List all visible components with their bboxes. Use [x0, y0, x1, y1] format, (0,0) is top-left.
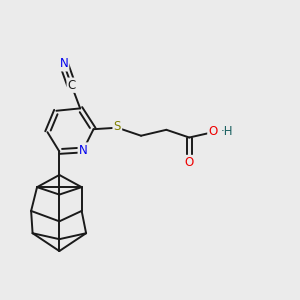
Text: N: N [79, 143, 88, 157]
Text: N: N [59, 57, 68, 70]
Text: S: S [114, 120, 121, 133]
Text: O: O [184, 156, 194, 169]
Text: C: C [68, 79, 76, 92]
Text: O: O [208, 125, 217, 138]
Text: ·H: ·H [221, 125, 233, 138]
